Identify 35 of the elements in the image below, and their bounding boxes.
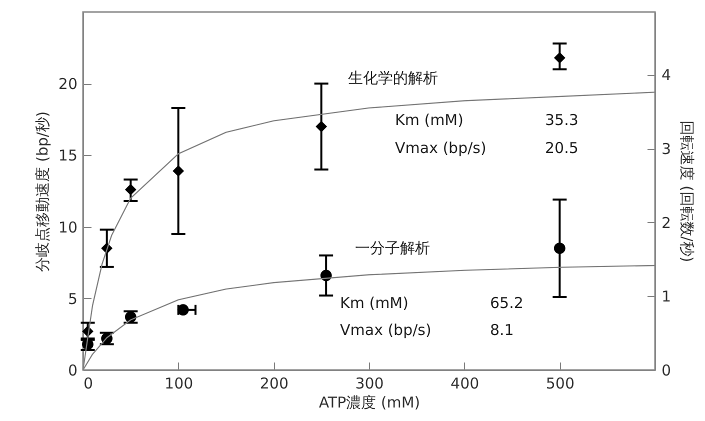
point: [316, 120, 328, 132]
x-tick-label: 100: [164, 374, 194, 392]
annotation: Vmax (bp/s): [395, 139, 486, 157]
x-tick-label: 0: [84, 374, 94, 392]
x-tick-label: 200: [260, 374, 288, 392]
y-axis-title: 分岐点移動速度 (bp/秒): [33, 111, 52, 272]
annotation: Vmax (bp/s): [340, 321, 432, 339]
y2-tick-label: 4: [662, 66, 672, 84]
point: [172, 165, 184, 177]
y-tick-label: 15: [58, 146, 78, 165]
x-axis-title: ATP濃度 (mM): [318, 394, 420, 412]
y2-tick-label: 2: [662, 214, 672, 232]
annotation: 生化学的解析: [348, 69, 438, 87]
y-tick-label: 10: [58, 218, 78, 236]
annotation: 8.1: [490, 321, 514, 339]
y2-axis-title: 回転速度 (回転数/秒): [678, 120, 696, 262]
annotation: 一分子解析: [355, 239, 430, 257]
annotation: Km (mM): [340, 294, 408, 312]
x-tick-label: 300: [355, 374, 384, 392]
y2-tick-label: 3: [662, 140, 672, 158]
y-tick-label: 5: [68, 290, 78, 308]
annotation: 65.2: [490, 294, 524, 312]
x-tick-label: 400: [450, 374, 480, 392]
annotation: Km (mM): [395, 111, 464, 129]
point: [554, 52, 566, 64]
annotation: 20.5: [545, 139, 578, 157]
y2-tick-label: 0: [662, 362, 672, 380]
point: [554, 242, 566, 254]
x-tick-label: 500: [546, 374, 574, 392]
y-tick-label: 20: [58, 75, 78, 94]
point: [124, 184, 136, 196]
y-tick-label: 0: [68, 362, 78, 380]
y2-tick-label: 1: [662, 288, 672, 306]
annotation: 35.3: [545, 111, 578, 129]
point: [177, 304, 189, 316]
